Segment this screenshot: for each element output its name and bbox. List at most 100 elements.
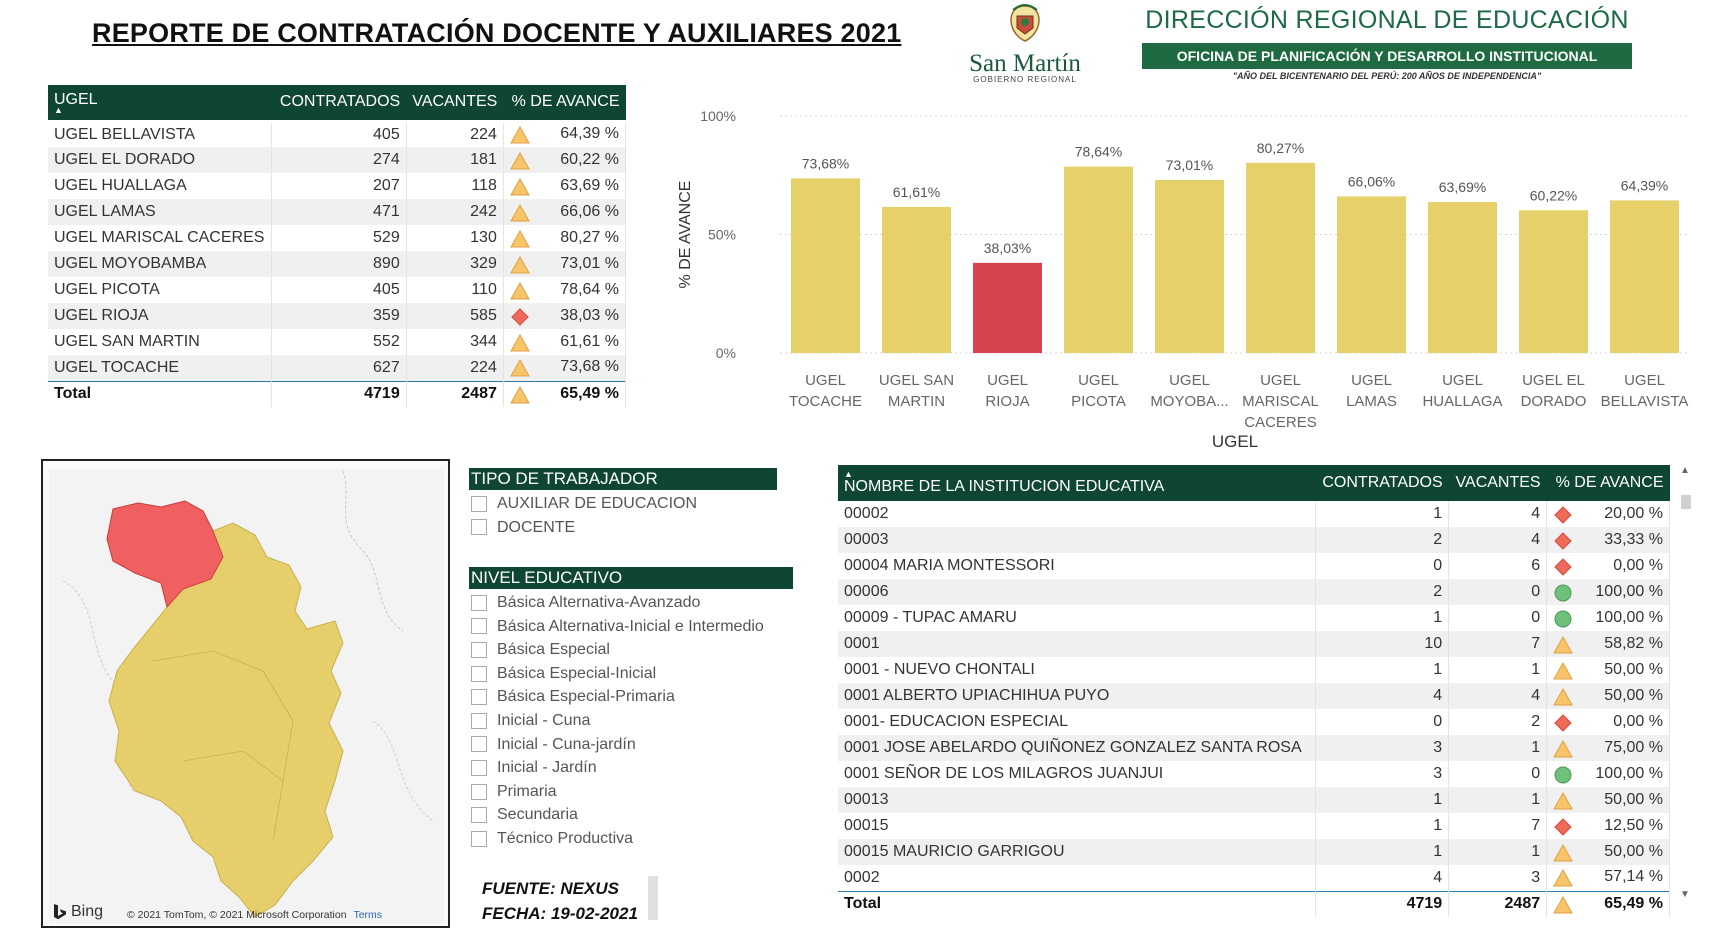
checkbox[interactable] [471, 736, 487, 753]
ugel-name: UGEL EL DORADO [48, 147, 272, 173]
ie-contratados: 0 [1315, 709, 1450, 735]
slicer-option[interactable]: AUXILIAR DE EDUCACION [469, 492, 779, 516]
total-label: Total [48, 380, 272, 407]
slicer-option[interactable]: Básica Especial [469, 638, 779, 662]
col-nombre[interactable]: ▲ NOMBRE DE LA INSTITUCION EDUCATIVA [838, 465, 1316, 501]
col-ie-avance[interactable]: % DE AVANCE [1546, 465, 1670, 501]
ugel-vacantes: 224 [406, 121, 504, 147]
scroll-thumb[interactable] [1681, 495, 1691, 509]
scroll-down-icon[interactable]: ▼ [1680, 889, 1690, 900]
dre-title: DIRECCIÓN REGIONAL DE EDUCACIÓN [1145, 6, 1629, 34]
ie-row[interactable]: 00004 MARIA MONTESSORI 0 6 0,00 % [838, 553, 1670, 579]
slicer-option[interactable]: Básica Alternativa-Inicial e Intermedio [469, 615, 779, 639]
sort-asc-icon[interactable]: ▲ [844, 468, 853, 479]
ugel-vacantes: 344 [406, 329, 504, 355]
col-vacantes[interactable]: VACANTES [406, 85, 504, 121]
warning-triangle-icon [1553, 791, 1573, 810]
ugel-avance: 80,27 % [503, 225, 627, 251]
ie-row[interactable]: 0001 SEÑOR DE LOS MILAGROS JUANJUI 3 0 100,… [838, 761, 1670, 787]
checkbox[interactable] [471, 830, 487, 847]
ugel-avance: 78,64 % [503, 277, 627, 303]
ugel-name: UGEL TOCACHE [48, 355, 272, 381]
ie-row[interactable]: 0002 4 3 57,14 % [838, 865, 1670, 891]
scroll-up-icon[interactable]: ▲ [1680, 465, 1690, 476]
slicer-option[interactable]: Inicial - Jardín [469, 756, 779, 780]
checkbox[interactable] [471, 641, 487, 658]
slicer-option[interactable]: Inicial - Cuna [469, 709, 779, 733]
slicer-option[interactable]: Básica Especial-Inicial [469, 662, 779, 686]
checkbox[interactable] [471, 665, 487, 682]
ugel-row[interactable]: UGEL TOCACHE 627 224 73,68 % [48, 355, 627, 381]
ugel-table-header: UGEL ▲ CONTRATADOS VACANTES % DE AVANCE [48, 85, 626, 121]
ie-row[interactable]: 0001- EDUCACION ESPECIAL 0 2 0,00 % [838, 709, 1670, 735]
ugel-vacantes: 585 [406, 303, 504, 329]
ugel-row[interactable]: UGEL MARISCAL CACERES 529 130 80,27 % [48, 225, 627, 251]
ie-row[interactable]: 0001 JOSE ABELARDO QUIÑONEZ GONZALEZ SAN… [838, 735, 1670, 761]
ie-avance: 20,00 % [1546, 501, 1670, 527]
data-label: 63,69% [1439, 179, 1486, 195]
warning-triangle-icon [1553, 739, 1573, 758]
ie-row[interactable]: 0001 ALBERTO UPIACHIHUA PUYO 4 4 50,00 % [838, 683, 1670, 709]
ugel-row[interactable]: UGEL EL DORADO 274 181 60,22 % [48, 147, 627, 173]
ie-row[interactable]: 00003 2 4 33,33 % [838, 527, 1670, 553]
data-label: 64,39% [1621, 177, 1668, 193]
ie-row[interactable]: 00015 MAURICIO GARRIGOU 1 1 50,00 % [838, 839, 1670, 865]
slicer-option[interactable]: DOCENTE [469, 516, 779, 540]
ugel-map[interactable]: Bing © 2021 TomTom, © 2021 Microsoft Cor… [41, 459, 450, 928]
slicer-option[interactable]: Primaria [469, 780, 779, 804]
ie-row[interactable]: 0001 10 7 58,82 % [838, 631, 1670, 657]
checkbox[interactable] [471, 519, 487, 536]
slicer-option-label: Básica Especial [497, 641, 610, 659]
ie-row[interactable]: 00015 1 7 12,50 % [838, 813, 1670, 839]
ie-avance: 0,00 % [1546, 553, 1670, 579]
map-copyright: © 2021 TomTom, © 2021 Microsoft Corporat… [127, 909, 383, 921]
ie-row[interactable]: 00002 1 4 20,00 % [838, 501, 1670, 527]
warning-triangle-icon [510, 255, 530, 274]
ugel-row[interactable]: UGEL SAN MARTIN 552 344 61,61 % [48, 329, 627, 355]
col-ugel[interactable]: UGEL ▲ [48, 85, 272, 121]
sort-asc-icon[interactable]: ▲ [54, 105, 63, 116]
ugel-row[interactable]: UGEL HUALLAGA 207 118 63,69 % [48, 173, 627, 199]
col-ie-vacantes[interactable]: VACANTES [1448, 465, 1547, 501]
ie-row[interactable]: 0001 - NUEVO CHONTALI 1 1 50,00 % [838, 657, 1670, 683]
ie-row[interactable]: 00009 - TUPAC AMARU 1 0 100,00 % [838, 605, 1670, 631]
rioja-region[interactable] [106, 500, 224, 609]
slicer-option[interactable]: Técnico Productiva [469, 827, 779, 851]
ie-table-scrollbar[interactable]: ▲ ▼ [1679, 465, 1693, 905]
col-avance[interactable]: % DE AVANCE [503, 85, 626, 121]
ie-name: 0001 [838, 631, 1317, 657]
data-label: 66,06% [1348, 173, 1395, 189]
col-contratados[interactable]: CONTRATADOS [271, 85, 407, 121]
checkbox[interactable] [471, 783, 487, 800]
ie-row[interactable]: 00013 1 1 50,00 % [838, 787, 1670, 813]
ie-row[interactable]: 00006 2 0 100,00 % [838, 579, 1670, 605]
checkbox[interactable] [471, 618, 487, 635]
ie-name: 00013 [838, 787, 1317, 813]
ie-name: 00009 - TUPAC AMARU [838, 605, 1317, 631]
coat-of-arms-icon [1010, 4, 1040, 42]
ugel-row[interactable]: UGEL BELLAVISTA 405 224 64,39 % [48, 121, 627, 147]
ugel-row[interactable]: UGEL PICOTA 405 110 78,64 % [48, 277, 627, 303]
checkbox[interactable] [471, 495, 487, 512]
ugel-row[interactable]: UGEL LAMAS 471 242 66,06 % [48, 199, 627, 225]
map-terms-link[interactable]: Terms [353, 909, 383, 921]
gobierno-regional-logo: San Martín GOBIERNO REGIONAL [960, 2, 1090, 84]
checkbox[interactable] [471, 807, 487, 824]
bar [1246, 162, 1315, 353]
checkbox[interactable] [471, 594, 487, 611]
slicer-option[interactable]: Inicial - Cuna-jardín [469, 733, 779, 757]
ie-contratados: 1 [1315, 839, 1450, 865]
slicer-option[interactable]: Básica Alternativa-Avanzado [469, 591, 779, 615]
san-martin-region[interactable] [106, 500, 344, 918]
checkbox[interactable] [471, 689, 487, 706]
ugel-row[interactable]: UGEL RIOJA 359 585 38,03 % [48, 303, 627, 329]
ie-name: 0001 JOSE ABELARDO QUIÑONEZ GONZALEZ SAN… [838, 735, 1317, 761]
checkbox[interactable] [471, 759, 487, 776]
ugel-row[interactable]: UGEL MOYOBAMBA 890 329 73,01 % [48, 251, 627, 277]
slicer-option[interactable]: Básica Especial-Primaria [469, 685, 779, 709]
ie-vacantes: 4 [1448, 501, 1548, 527]
slicer-option[interactable]: Secundaria [469, 803, 779, 827]
col-ie-contratados[interactable]: CONTRATADOS [1315, 465, 1449, 501]
map-canvas[interactable] [43, 461, 450, 928]
checkbox[interactable] [471, 712, 487, 729]
